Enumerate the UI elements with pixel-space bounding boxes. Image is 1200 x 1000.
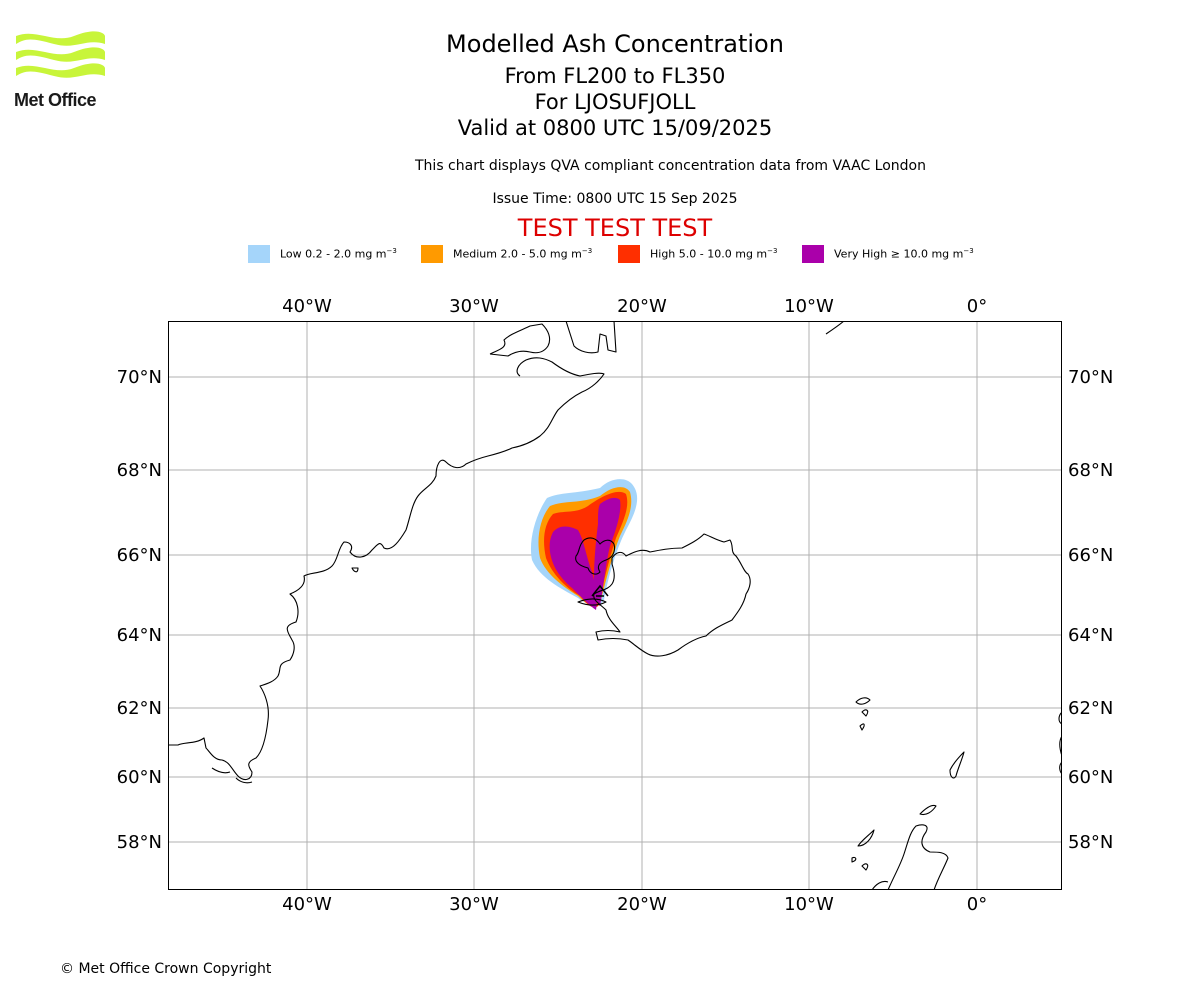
legend-item-very-high: Very High ≥ 10.0 mg m−3 xyxy=(802,244,974,264)
met-office-logo: Met Office xyxy=(14,30,108,114)
coast-iceland xyxy=(577,533,751,657)
met-office-waves-icon xyxy=(16,31,105,78)
coast-greenland-islands xyxy=(211,321,845,784)
legend-swatch-low xyxy=(248,245,270,263)
lat-label-left-66n: 66°N xyxy=(117,545,162,566)
lat-label-right-58n: 58°N xyxy=(1068,832,1113,853)
lat-label-left-60n: 60°N xyxy=(117,767,162,788)
ash-contours xyxy=(530,479,638,610)
lon-label-bottom-0: 0° xyxy=(967,894,987,915)
coast-scotland xyxy=(851,824,949,890)
legend-label-very-high: Very High ≥ 10.0 mg m−3 xyxy=(834,247,974,261)
ash-very-high-region-west xyxy=(549,526,597,610)
legend-label-high: High 5.0 - 10.0 mg m−3 xyxy=(650,247,778,261)
legend-label-medium: Medium 2.0 - 5.0 mg m−3 xyxy=(453,247,593,261)
coast-westfjords xyxy=(575,537,616,575)
chart-subtitle: This chart displays QVA compliant concen… xyxy=(415,158,926,174)
lon-label-bottom-20w: 20°W xyxy=(617,894,667,915)
flight-levels: From FL200 to FL350 xyxy=(504,64,726,88)
lon-label-top-20w: 20°W xyxy=(617,296,667,317)
lat-label-right-62n: 62°N xyxy=(1068,698,1113,719)
lat-label-right-60n: 60°N xyxy=(1068,767,1113,788)
lat-label-left-58n: 58°N xyxy=(117,832,162,853)
lon-label-top-10w: 10°W xyxy=(784,296,834,317)
valid-time: Valid at 0800 UTC 15/09/2025 xyxy=(457,116,773,140)
lat-label-left-64n: 64°N xyxy=(117,625,162,646)
legend-swatch-very-high xyxy=(802,245,824,263)
legend-swatch-medium xyxy=(421,245,443,263)
lat-label-left-62n: 62°N xyxy=(117,698,162,719)
copyright-notice: © Met Office Crown Copyright xyxy=(60,961,272,977)
lat-label-right-64n: 64°N xyxy=(1068,625,1113,646)
lon-label-bottom-10w: 10°W xyxy=(784,894,834,915)
lon-label-top-30w: 30°W xyxy=(449,296,499,317)
lon-label-bottom-40w: 40°W xyxy=(282,894,332,915)
coast-orkney xyxy=(919,804,937,816)
lat-label-right-70n: 70°N xyxy=(1068,367,1113,388)
lat-label-left-70n: 70°N xyxy=(117,367,162,388)
coast-faroes xyxy=(855,697,871,731)
ash-very-high-region-east xyxy=(594,497,621,606)
lat-label-right-66n: 66°N xyxy=(1068,545,1113,566)
volcano-name: For LJOSUFJOLL xyxy=(534,90,696,114)
legend-swatch-high xyxy=(618,245,640,263)
issue-time: Issue Time: 0800 UTC 15 Sep 2025 xyxy=(492,191,738,207)
test-banner: TEST TEST TEST xyxy=(517,214,713,242)
coastlines xyxy=(168,321,1062,890)
lon-label-top-0: 0° xyxy=(967,296,987,317)
coast-shetland xyxy=(949,751,965,779)
legend-label-low: Low 0.2 - 2.0 mg m−3 xyxy=(280,247,397,261)
lon-label-top-40w: 40°W xyxy=(282,296,332,317)
volcano-marker xyxy=(591,584,609,597)
logo-text: Met Office xyxy=(14,90,97,110)
lat-label-left-68n: 68°N xyxy=(117,460,162,481)
map-gridlines xyxy=(168,321,1062,890)
lat-label-right-68n: 68°N xyxy=(1068,460,1113,481)
legend-item-low: Low 0.2 - 2.0 mg m−3 xyxy=(248,244,397,264)
map-frame xyxy=(168,321,1062,890)
chart-title: Modelled Ash Concentration xyxy=(446,30,784,58)
lon-label-bottom-30w: 30°W xyxy=(449,894,499,915)
coast-greenland xyxy=(168,321,617,781)
legend-item-high: High 5.0 - 10.0 mg m−3 xyxy=(618,244,777,264)
legend-item-medium: Medium 2.0 - 5.0 mg m−3 xyxy=(421,244,592,264)
